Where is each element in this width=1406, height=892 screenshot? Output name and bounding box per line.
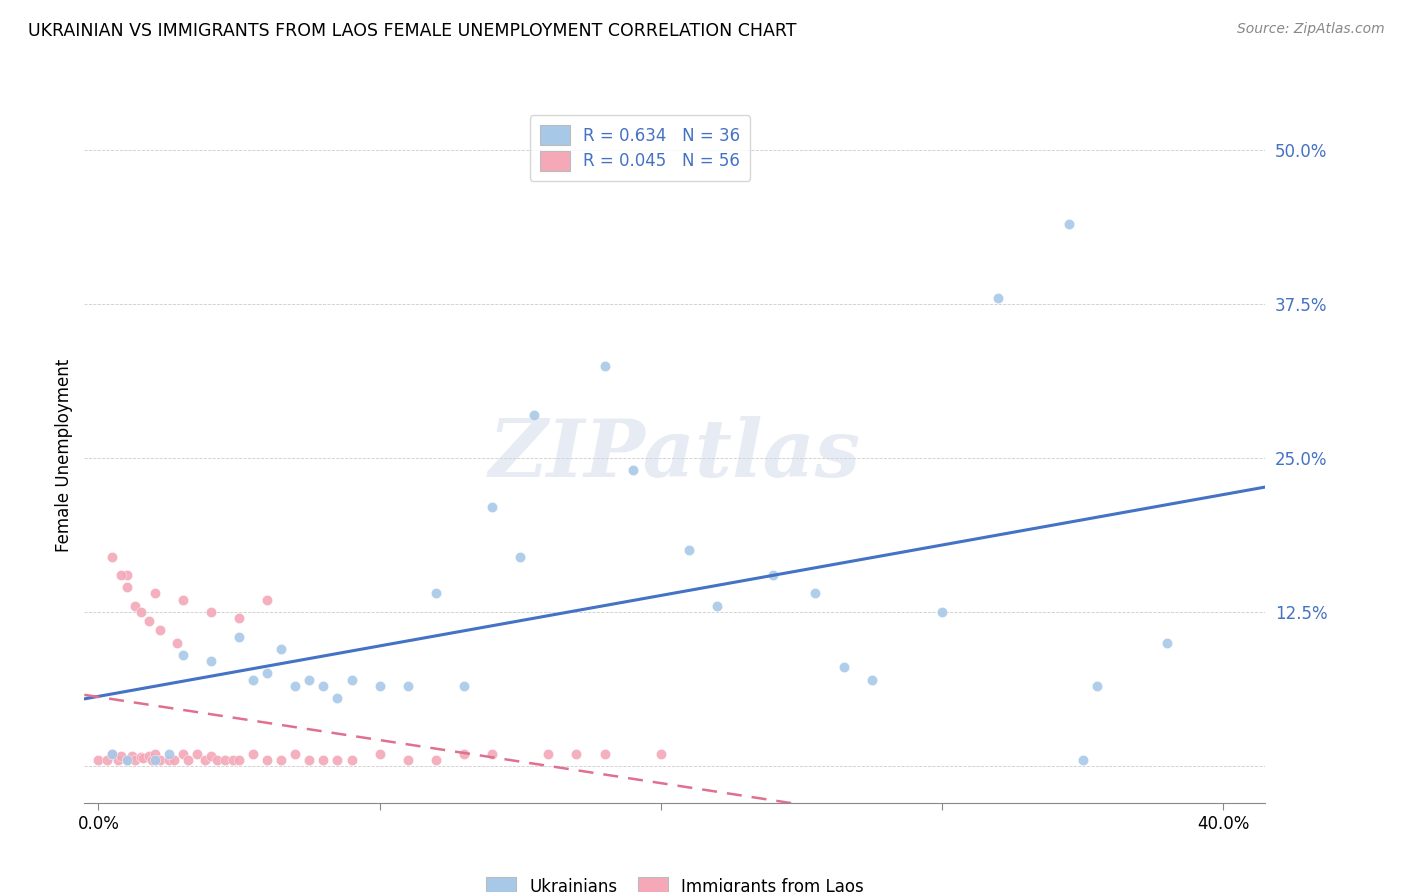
Point (124, 599, 146, 613)
Point (706, 599, 728, 613)
Point (124, 753, 146, 767)
Point (172, 648, 194, 662)
Point (256, 666, 278, 681)
Point (121, 749, 143, 764)
Point (650, 747, 672, 761)
Point (312, 679, 335, 693)
Y-axis label: Female Unemployment: Female Unemployment (55, 359, 73, 551)
Point (481, 500, 503, 515)
Point (110, 568, 132, 582)
Point (453, 679, 475, 693)
Point (177, 753, 200, 767)
Point (804, 586, 827, 600)
Point (931, 605, 953, 619)
Point (256, 592, 278, 607)
Point (101, 747, 124, 761)
Point (284, 679, 307, 693)
Point (166, 636, 188, 650)
Point (149, 624, 172, 638)
Point (425, 586, 447, 600)
Point (987, 291, 1010, 305)
Point (143, 586, 166, 600)
Point (1071, 753, 1094, 767)
Point (312, 753, 335, 767)
Point (270, 641, 292, 656)
Point (678, 543, 700, 558)
Point (481, 747, 503, 761)
Point (593, 747, 616, 761)
Point (832, 660, 855, 674)
Point (101, 747, 124, 761)
Point (565, 747, 588, 761)
Point (860, 673, 883, 687)
Point (110, 749, 132, 764)
Point (129, 750, 152, 764)
Point (340, 753, 363, 767)
Point (270, 753, 292, 767)
Point (242, 747, 264, 761)
Point (593, 359, 616, 373)
Point (141, 753, 163, 767)
Point (298, 673, 321, 687)
Point (115, 568, 138, 582)
Point (115, 580, 138, 594)
Point (96, 753, 118, 767)
Point (368, 679, 391, 693)
Point (194, 753, 217, 767)
Point (621, 463, 644, 477)
Point (87, 753, 110, 767)
Point (101, 549, 124, 564)
Point (186, 747, 208, 761)
Point (157, 747, 180, 761)
Point (157, 753, 180, 767)
Point (425, 753, 447, 767)
Point (326, 691, 349, 706)
Point (537, 747, 560, 761)
Legend: Ukrainians, Immigrants from Laos: Ukrainians, Immigrants from Laos (477, 867, 873, 892)
Point (200, 605, 222, 619)
Point (115, 753, 138, 767)
Point (242, 673, 264, 687)
Point (1156, 636, 1178, 650)
Point (284, 747, 307, 761)
Point (298, 753, 321, 767)
Point (205, 753, 228, 767)
Point (368, 747, 391, 761)
Point (228, 630, 250, 644)
Point (149, 753, 172, 767)
Point (228, 611, 250, 625)
Text: Source: ZipAtlas.com: Source: ZipAtlas.com (1237, 22, 1385, 37)
Point (453, 747, 475, 761)
Point (200, 654, 222, 668)
Point (340, 673, 363, 687)
Point (214, 753, 236, 767)
Point (523, 408, 546, 422)
Point (143, 753, 166, 767)
Point (115, 753, 138, 767)
Point (138, 749, 160, 764)
Point (200, 749, 222, 764)
Point (222, 753, 245, 767)
Point (326, 753, 349, 767)
Point (396, 753, 419, 767)
Point (163, 753, 186, 767)
Point (138, 614, 160, 628)
Point (129, 605, 152, 619)
Text: ZIPatlas: ZIPatlas (489, 417, 860, 493)
Point (132, 751, 155, 765)
Text: UKRAINIAN VS IMMIGRANTS FROM LAOS FEMALE UNEMPLOYMENT CORRELATION CHART: UKRAINIAN VS IMMIGRANTS FROM LAOS FEMALE… (28, 22, 797, 40)
Point (228, 753, 250, 767)
Point (509, 549, 531, 564)
Point (762, 568, 785, 582)
Point (1057, 217, 1080, 231)
Point (256, 753, 278, 767)
Point (143, 747, 166, 761)
Point (172, 747, 194, 761)
Point (107, 753, 129, 767)
Point (396, 679, 419, 693)
Point (172, 592, 194, 607)
Point (1085, 679, 1108, 693)
